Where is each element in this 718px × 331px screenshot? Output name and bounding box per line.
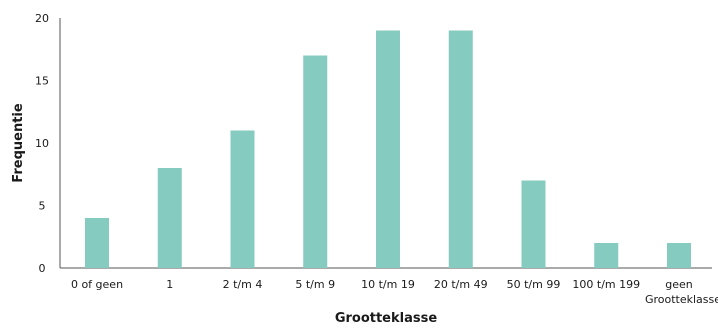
y-tick-label: 20 [35,12,49,25]
x-tick-label-line: 2 t/m 4 [223,278,263,291]
y-tick-labels: 0 5 10 15 20 [35,12,49,275]
y-tick-label: 10 [35,137,49,150]
x-axis-title: Grootteklasse [335,311,438,326]
x-tick-label: 10 t/m 19 [361,278,415,291]
x-tick-label: 1 [166,278,173,291]
x-tick-label: 2 t/m 4 [223,278,263,291]
bar [376,30,400,268]
x-tick-label-line: 10 t/m 19 [361,278,415,291]
y-tick-label: 0 [39,262,46,275]
x-tick-label: geen Grootteklasse [645,278,718,306]
x-tick-label-line: 0 of geen [71,278,123,291]
x-tick-label-line: Grootteklasse [645,293,718,306]
bar [230,130,255,268]
bar [157,168,182,268]
bar [303,55,328,268]
x-tick-label: 50 t/m 99 [507,278,561,291]
x-tick-label: 20 t/m 49 [434,278,488,291]
x-tick-label-line: 50 t/m 99 [507,278,561,291]
x-tick-label-line: 20 t/m 49 [434,278,488,291]
bar [448,30,473,268]
x-tick-labels: 0 of geen 1 2 t/m 4 5 t/m 9 10 t/m 19 20 t/m … [71,278,718,306]
bar [85,218,109,268]
x-tick-label-line: 1 [166,278,173,291]
bar [667,243,691,268]
y-tick-label: 15 [35,75,49,88]
bar [594,243,619,268]
x-tick-label: 100 t/m 199 [572,278,640,291]
bars [85,30,691,268]
x-tick-label: 0 of geen [71,278,123,291]
y-axis-title: Frequentie [11,103,26,183]
x-tick-label-line: 5 t/m 9 [295,278,335,291]
bar [521,180,546,268]
x-tick-label: 5 t/m 9 [295,278,335,291]
y-tick-label: 5 [39,200,46,213]
x-tick-label-line: geen [665,278,693,291]
x-tick-label-line: 100 t/m 199 [572,278,640,291]
